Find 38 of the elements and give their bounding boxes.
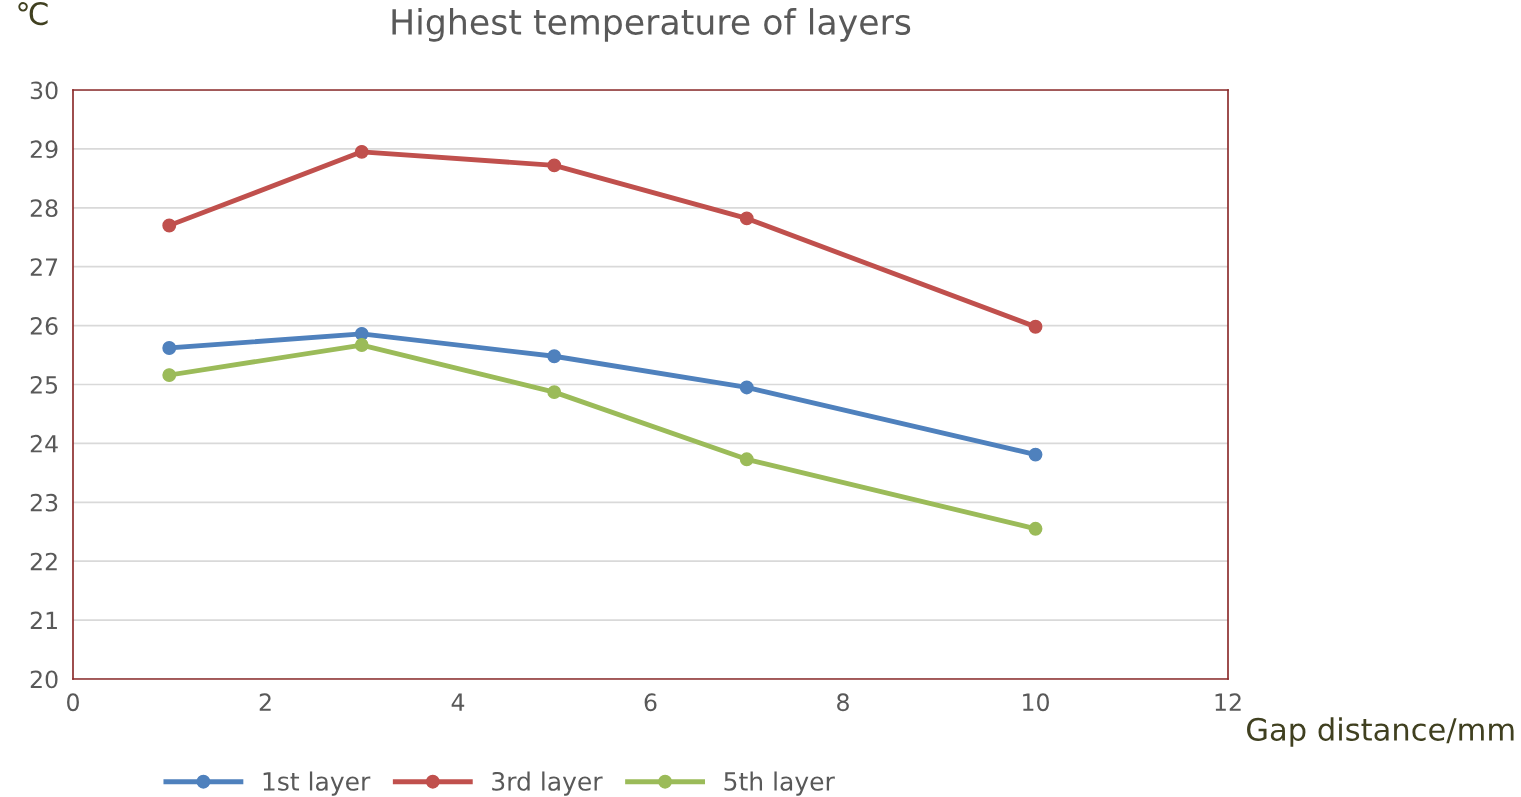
point [1028,447,1043,462]
legend-label: 3rd layer [492,771,603,796]
x-tick-label: 2 [259,693,271,711]
x-tick-label: 0 [67,693,79,712]
x-tick-label: 12 [1215,693,1241,711]
x-tick-label: 10 [1023,693,1049,712]
point [354,338,369,352]
point [739,452,754,467]
y-tick-label: 22 [30,552,57,571]
point [162,368,177,383]
point [162,218,177,233]
x-tick-label: 8 [837,693,849,712]
y-tick-label: 25 [30,375,58,394]
y-tick-label: 26 [30,317,58,335]
legend-label: 5th layer [724,771,835,796]
point [162,341,177,355]
x-tick-label: 4 [451,693,465,711]
y-tick-label: 20 [30,670,58,689]
point [739,380,754,395]
x-tick-label: 6 [644,693,657,712]
y-tick-label: 24 [30,434,58,453]
x-axis-title: Gap distance/mm [1247,717,1514,747]
point [354,144,369,159]
point [1028,521,1043,536]
point [739,211,754,226]
point [547,385,562,400]
y-tick-label: 27 [30,258,58,276]
y-tick-label: 23 [30,493,58,512]
y-axis-title: ℃ [18,2,48,26]
chart-title: Highest temperature of layers [392,8,911,42]
y-tick-label: 29 [30,140,58,159]
point [547,158,562,173]
y-tick-label: 21 [30,611,57,630]
y-tick-label: 30 [30,81,58,100]
legend-label: 1st layer [263,771,371,796]
y-tick-label: 28 [30,199,58,218]
point [547,349,562,364]
point [1028,319,1043,334]
